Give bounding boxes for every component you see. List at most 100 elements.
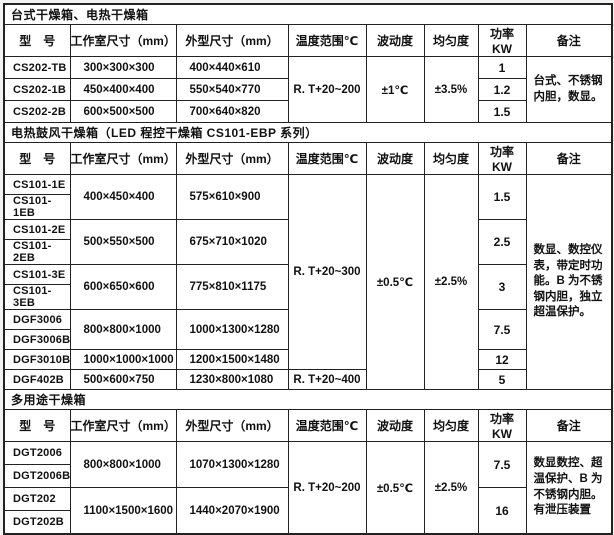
fluctuation-cell: ±1℃ [365, 56, 425, 123]
power-cell: 12 [477, 349, 527, 370]
model-cell: DGT2006B [3, 464, 71, 488]
column-header-outer-size: 外型尺寸（mm） [175, 142, 289, 175]
power-cell: 16 [477, 487, 527, 535]
power-cell: 1.5 [477, 174, 527, 220]
column-header-fluctuation: 波动度 [365, 24, 425, 57]
note-cell: 台式、不锈钢内胆，数显。 [525, 56, 613, 123]
header-row: 型 号 工作室尺寸（mm） 外型尺寸（mm） 温度范围℃ 波动度 均匀度 功率 … [3, 409, 613, 442]
model-cell: CS101-2EB [3, 239, 71, 265]
outer-size-cell: 700×640×820 [175, 100, 289, 123]
fluctuation-cell: ±0.5℃ [365, 441, 425, 535]
outer-size-cell: 1000×1300×1280 [175, 309, 289, 350]
outer-size-cell: 1440×2070×1900 [175, 487, 289, 535]
outer-size-cell: 1230×800×1080 [175, 369, 289, 390]
power-cell: 2.5 [477, 219, 527, 265]
work-size-cell: 300×300×300 [69, 56, 177, 79]
outer-size-cell: 400×440×610 [175, 56, 289, 79]
power-cell: 1 [477, 56, 527, 79]
note-cell: 数显、数控仪表，带定时功能。B 为不锈钢内胆，独立超温保护。 [525, 174, 613, 390]
column-header-power: 功率 KW [477, 142, 527, 175]
work-size-cell: 1100×1500×1600 [69, 487, 177, 535]
uniformity-cell: ±2.5% [423, 441, 479, 535]
column-header-uniformity: 均匀度 [423, 409, 479, 442]
spec-row: CS202-TB 300×300×300 400×440×610 R. T+20… [3, 56, 613, 123]
power-cell: 1.2 [477, 78, 527, 101]
column-header-note: 备注 [525, 142, 613, 175]
spec-row: DGF402B 500×600×750 1230×800×1080 R. T+2… [3, 369, 612, 390]
spec-row: CS101-1EB [3, 194, 612, 220]
outer-size-cell: 1200×1500×1480 [175, 349, 289, 370]
model-cell: DGF3006B [3, 329, 71, 350]
note-cell: 数显数控、超温保护、B 为不锈钢内胆。有泄压装置 [525, 441, 613, 535]
power-cell: 7.5 [477, 441, 527, 488]
column-header-work-size: 工作室尺寸（mm） [69, 142, 177, 175]
model-cell: CS101-1E [3, 174, 71, 195]
column-header-temp-range: 温度范围℃ [287, 24, 367, 57]
column-header-temp-range: 温度范围℃ [287, 409, 367, 442]
model-cell: DGT2006 [3, 441, 71, 465]
work-size-cell: 500×550×500 [69, 219, 177, 265]
power-cell: 3 [477, 264, 527, 310]
power-cell: 1.5 [477, 100, 527, 123]
work-size-cell: 500×600×750 [69, 369, 177, 390]
spec-row: DGF3006B [3, 329, 612, 350]
column-header-temp-range: 温度范围℃ [287, 142, 367, 175]
outer-size-cell: 675×710×1020 [175, 219, 289, 265]
spec-row: DGF3006 800×800×1000 1000×1300×1280 7.5 [3, 309, 612, 350]
model-cell: DGF3006 [3, 309, 71, 330]
outer-size-cell: 550×540×770 [175, 78, 289, 101]
column-header-model: 型 号 [3, 24, 71, 57]
work-size-cell: 400×450×400 [69, 174, 177, 220]
spec-table: 台式干燥箱、电热干燥箱 型 号 工作室尺寸（mm） 外型尺寸（mm） 温度范围℃… [3, 3, 614, 535]
uniformity-cell: ±2.5% [423, 174, 479, 390]
column-header-uniformity: 均匀度 [423, 24, 479, 57]
uniformity-cell: ±3.5% [423, 56, 479, 123]
work-size-cell: 800×800×1000 [69, 441, 177, 488]
spec-row: CS101-2EB [3, 239, 612, 265]
model-cell: DGF402B [3, 369, 71, 390]
model-cell: CS101-3EB [3, 284, 71, 310]
section-title-row: 台式干燥箱、电热干燥箱 [3, 3, 613, 25]
model-cell: CS202-1B [3, 78, 71, 101]
column-header-fluctuation: 波动度 [365, 142, 425, 175]
temp-range-cell: R. T+20~200 [287, 56, 367, 123]
model-cell: DGT202B [3, 510, 71, 535]
column-header-work-size: 工作室尺寸（mm） [69, 24, 177, 57]
work-size-cell: 450×400×400 [69, 78, 177, 101]
model-cell: CS202-TB [3, 56, 71, 79]
section-title: 台式干燥箱、电热干燥箱 [3, 3, 613, 25]
model-cell: CS202-2B [3, 100, 71, 123]
column-header-outer-size: 外型尺寸（mm） [175, 24, 289, 57]
column-header-uniformity: 均匀度 [423, 142, 479, 175]
work-size-cell: 600×650×600 [69, 264, 177, 310]
header-row: 型 号 工作室尺寸（mm） 外型尺寸（mm） 温度范围℃ 波动度 均匀度 功率 … [3, 24, 613, 57]
temp-range-cell: R. T+20~200 [287, 441, 367, 535]
section-title-row: 电热鼓风干燥箱（LED 程控干燥箱 CS101-EBP 系列） [3, 122, 613, 143]
temp-range-cell: R. T+20~300 [287, 174, 367, 370]
model-cell: CS101-1EB [3, 194, 71, 220]
model-cell: CS101-2E [3, 219, 71, 240]
spec-row: CS101-2E 500×550×500 675×710×1020 2.5 [3, 219, 612, 265]
outer-size-cell: 1070×1300×1280 [175, 441, 289, 488]
column-header-model: 型 号 [3, 409, 71, 442]
column-header-power: 功率 KW [477, 24, 527, 57]
section-title: 电热鼓风干燥箱（LED 程控干燥箱 CS101-EBP 系列） [3, 122, 613, 143]
model-cell: DGT202 [3, 487, 71, 511]
work-size-cell: 600×500×500 [69, 100, 177, 123]
model-cell: DGF3010B [3, 349, 71, 370]
section-title-row: 多用途干燥箱 [3, 389, 613, 410]
power-cell: 7.5 [477, 309, 527, 350]
column-header-work-size: 工作室尺寸（mm） [69, 409, 177, 442]
column-header-power: 功率 KW [477, 409, 527, 442]
temp-range-cell: R. T+20~400 [287, 369, 367, 390]
column-header-fluctuation: 波动度 [365, 409, 425, 442]
spec-row: DGT2006 800×800×1000 1070×1300×1280 R. T… [3, 441, 613, 535]
column-header-outer-size: 外型尺寸（mm） [175, 409, 289, 442]
column-header-note: 备注 [525, 24, 613, 57]
outer-size-cell: 775×810×1175 [175, 264, 289, 310]
power-cell: 5 [477, 369, 527, 390]
fluctuation-cell: ±0.5℃ [365, 174, 425, 390]
work-size-cell: 1000×1000×1000 [69, 349, 177, 370]
column-header-model: 型 号 [3, 142, 71, 175]
